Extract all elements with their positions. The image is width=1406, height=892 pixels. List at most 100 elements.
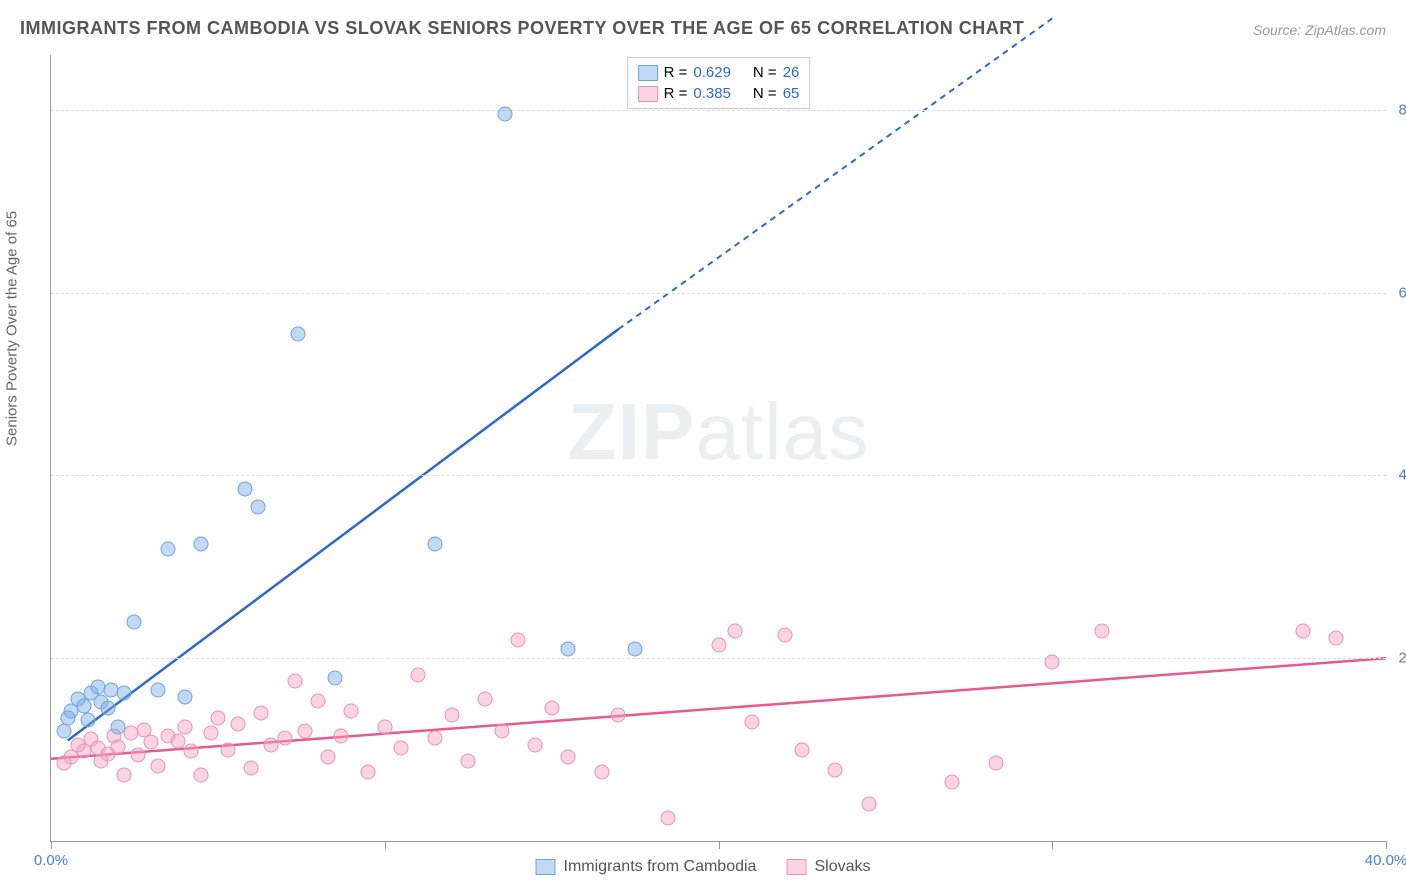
data-point bbox=[544, 701, 559, 716]
data-point bbox=[427, 536, 442, 551]
data-point bbox=[194, 768, 209, 783]
data-point bbox=[511, 632, 526, 647]
data-point bbox=[444, 707, 459, 722]
chart-title: IMMIGRANTS FROM CAMBODIA VS SLOVAK SENIO… bbox=[20, 18, 1024, 39]
data-point bbox=[344, 704, 359, 719]
data-point bbox=[130, 748, 145, 763]
y-tick-label: 40.0% bbox=[1398, 467, 1406, 484]
data-point bbox=[778, 628, 793, 643]
data-point bbox=[244, 760, 259, 775]
x-tick-label: 40.0% bbox=[1365, 852, 1406, 869]
data-point bbox=[1095, 623, 1110, 638]
data-point bbox=[497, 107, 512, 122]
y-tick-label: 60.0% bbox=[1398, 284, 1406, 301]
data-point bbox=[110, 719, 125, 734]
data-point bbox=[210, 710, 225, 725]
data-point bbox=[77, 698, 92, 713]
data-point bbox=[594, 765, 609, 780]
gridline bbox=[51, 110, 1386, 111]
legend-item: Immigrants from Cambodia bbox=[536, 858, 757, 876]
legend-item: Slovaks bbox=[786, 858, 870, 876]
data-point bbox=[477, 692, 492, 707]
gridline bbox=[51, 293, 1386, 294]
data-point bbox=[184, 744, 199, 759]
y-tick-label: 80.0% bbox=[1398, 101, 1406, 118]
data-point bbox=[1045, 654, 1060, 669]
data-point bbox=[250, 500, 265, 515]
legend-swatch-pink bbox=[786, 859, 806, 875]
x-tick bbox=[51, 841, 52, 849]
data-point bbox=[57, 724, 72, 739]
data-point bbox=[160, 541, 175, 556]
gridline bbox=[51, 658, 1386, 659]
data-point bbox=[150, 683, 165, 698]
data-point bbox=[117, 685, 132, 700]
r-value: 0.385 bbox=[693, 85, 731, 102]
legend-row: R = 0.385 N = 65 bbox=[638, 83, 800, 104]
x-tick bbox=[719, 841, 720, 849]
data-point bbox=[361, 765, 376, 780]
r-label: R = bbox=[664, 64, 688, 81]
data-point bbox=[661, 811, 676, 826]
data-point bbox=[411, 667, 426, 682]
legend-label: Immigrants from Cambodia bbox=[564, 858, 757, 876]
data-point bbox=[561, 642, 576, 657]
data-point bbox=[494, 724, 509, 739]
data-point bbox=[170, 734, 185, 749]
data-point bbox=[117, 768, 132, 783]
data-point bbox=[828, 762, 843, 777]
data-point bbox=[527, 738, 542, 753]
source-label: Source: ZipAtlas.com bbox=[1253, 22, 1386, 38]
data-point bbox=[794, 742, 809, 757]
x-tick bbox=[1052, 841, 1053, 849]
data-point bbox=[611, 707, 626, 722]
data-point bbox=[988, 756, 1003, 771]
data-point bbox=[327, 671, 342, 686]
data-point bbox=[711, 637, 726, 652]
x-tick bbox=[385, 841, 386, 849]
x-tick bbox=[1386, 841, 1387, 849]
x-tick-label: 0.0% bbox=[34, 852, 68, 869]
data-point bbox=[427, 730, 442, 745]
correlation-legend: R = 0.629 N = 26 R = 0.385 N = 65 bbox=[627, 57, 811, 109]
data-point bbox=[110, 739, 125, 754]
legend-row: R = 0.629 N = 26 bbox=[638, 62, 800, 83]
data-point bbox=[277, 730, 292, 745]
data-point bbox=[628, 642, 643, 657]
watermark: ZIPatlas bbox=[568, 386, 869, 478]
data-point bbox=[204, 726, 219, 741]
n-value: 65 bbox=[783, 85, 800, 102]
data-point bbox=[311, 694, 326, 709]
data-point bbox=[394, 740, 409, 755]
data-point bbox=[127, 614, 142, 629]
legend-swatch-pink bbox=[638, 86, 658, 102]
r-value: 0.629 bbox=[693, 64, 731, 81]
data-point bbox=[461, 753, 476, 768]
legend-label: Slovaks bbox=[814, 858, 870, 876]
data-point bbox=[220, 742, 235, 757]
n-value: 26 bbox=[783, 64, 800, 81]
data-point bbox=[287, 674, 302, 689]
legend-swatch-blue bbox=[638, 65, 658, 81]
data-point bbox=[254, 706, 269, 721]
series-legend: Immigrants from Cambodia Slovaks bbox=[536, 858, 871, 876]
data-point bbox=[80, 713, 95, 728]
data-point bbox=[290, 326, 305, 341]
data-point bbox=[194, 536, 209, 551]
trend-lines bbox=[51, 55, 1386, 841]
data-point bbox=[177, 719, 192, 734]
data-point bbox=[945, 774, 960, 789]
r-label: R = bbox=[664, 85, 688, 102]
data-point bbox=[230, 717, 245, 732]
data-point bbox=[177, 689, 192, 704]
data-point bbox=[561, 749, 576, 764]
data-point bbox=[321, 749, 336, 764]
data-point bbox=[861, 797, 876, 812]
data-point bbox=[1295, 623, 1310, 638]
data-point bbox=[150, 759, 165, 774]
data-point bbox=[1328, 631, 1343, 646]
gridline bbox=[51, 475, 1386, 476]
data-point bbox=[144, 735, 159, 750]
n-label: N = bbox=[753, 64, 777, 81]
data-point bbox=[100, 701, 115, 716]
